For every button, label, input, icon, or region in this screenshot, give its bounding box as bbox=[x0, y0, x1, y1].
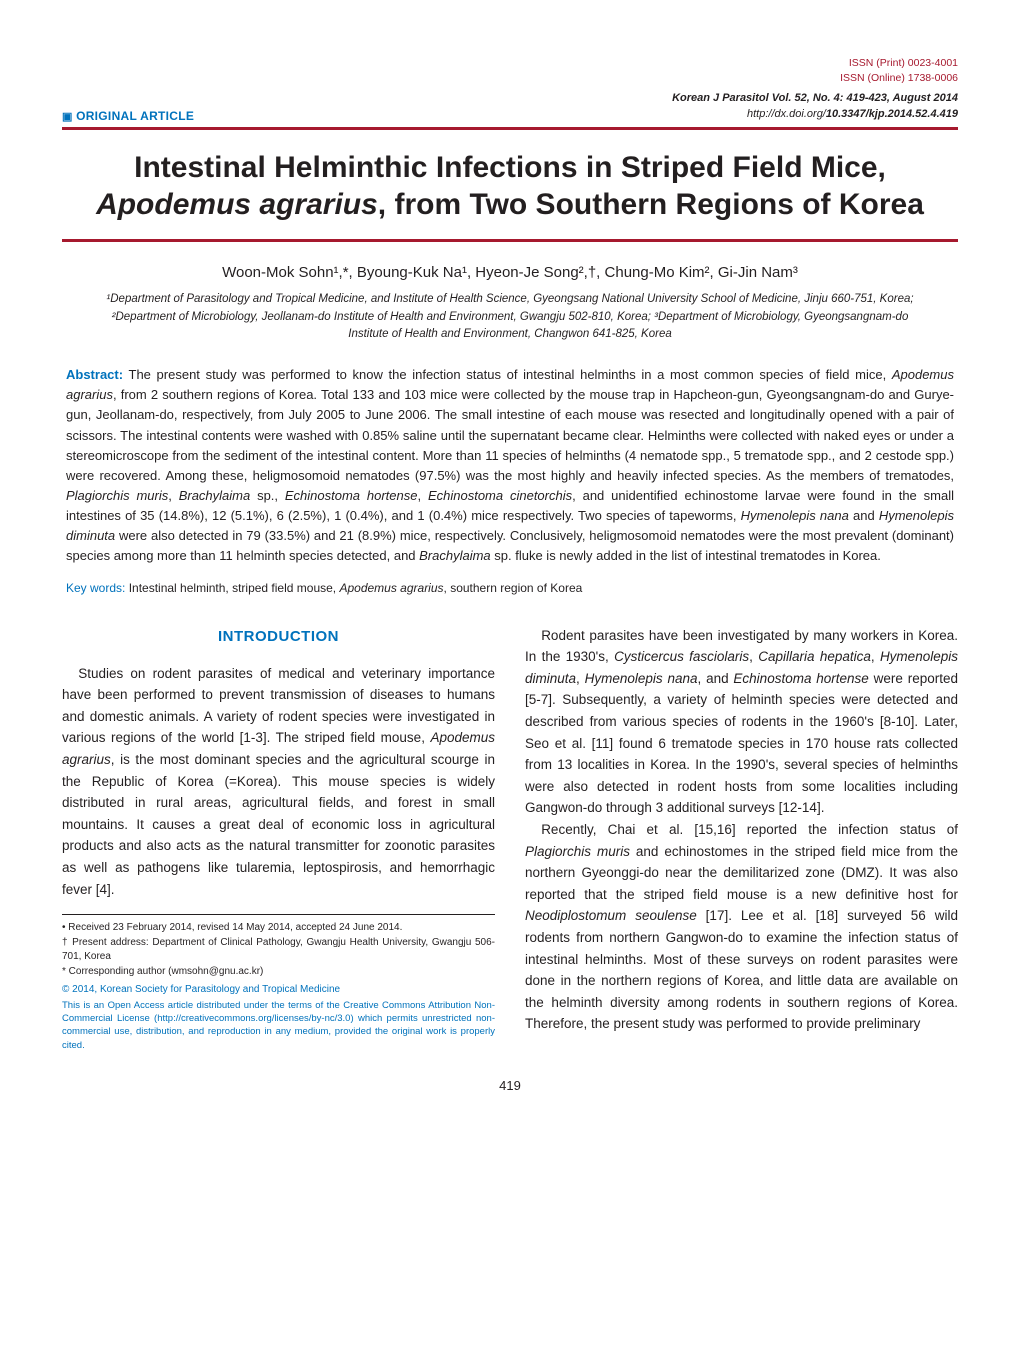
footnote-license: This is an Open Access article distribut… bbox=[62, 999, 495, 1052]
article-type-tag: ORIGINAL ARTICLE bbox=[62, 109, 194, 123]
intro-para-2: Rodent parasites have been investigated … bbox=[525, 625, 958, 819]
article-title: Intestinal Helminthic Infections in Stri… bbox=[62, 150, 958, 223]
doi-prefix: http://dx.doi.org/ bbox=[747, 108, 826, 120]
doi-line: http://dx.doi.org/10.3347/kjp.2014.52.4.… bbox=[672, 107, 958, 123]
keywords-italic: Apodemus agrarius bbox=[339, 581, 443, 595]
title-line2-rest: , from Two Southern Regions of Korea bbox=[378, 188, 924, 221]
title-italic: Apodemus agrarius bbox=[96, 188, 378, 221]
footnote-received: • Received 23 February 2014, revised 14 … bbox=[62, 921, 495, 936]
title-line1: Intestinal Helminthic Infections in Stri… bbox=[134, 151, 886, 184]
intro-para-1: Studies on rodent parasites of medical a… bbox=[62, 663, 495, 901]
abstract-label: Abstract: bbox=[66, 367, 123, 382]
footnote-separator bbox=[62, 914, 495, 915]
intro-para-3: Recently, Chai et al. [15,16] reported t… bbox=[525, 819, 958, 1035]
footnote-copyright: © 2014, Korean Society for Parasitology … bbox=[62, 983, 495, 998]
page-root: ISSN (Print) 0023-4001 ISSN (Online) 173… bbox=[0, 0, 1020, 1133]
header-row: ORIGINAL ARTICLE Korean J Parasitol Vol.… bbox=[62, 91, 958, 123]
rule-top bbox=[62, 127, 958, 130]
journal-citation: Korean J Parasitol Vol. 52, No. 4: 419-4… bbox=[672, 91, 958, 107]
section-heading-introduction: INTRODUCTION bbox=[62, 625, 495, 649]
footnote-corresponding: * Corresponding author (wmsohn@gnu.ac.kr… bbox=[62, 965, 495, 980]
affiliations: ¹Department of Parasitology and Tropical… bbox=[98, 291, 922, 343]
page-number: 419 bbox=[62, 1078, 958, 1093]
doi-value: 10.3347/kjp.2014.52.4.419 bbox=[826, 108, 958, 120]
footnote-present-address: † Present address: Department of Clinica… bbox=[62, 936, 495, 965]
right-column: Rodent parasites have been investigated … bbox=[525, 625, 958, 1052]
journal-meta: Korean J Parasitol Vol. 52, No. 4: 419-4… bbox=[672, 91, 958, 123]
left-column: INTRODUCTION Studies on rodent parasites… bbox=[62, 625, 495, 1052]
abstract: Abstract: The present study was performe… bbox=[66, 365, 954, 566]
keywords-tail: , southern region of Korea bbox=[444, 581, 583, 595]
abstract-body: The present study was performed to know … bbox=[66, 367, 954, 563]
keywords: Key words: Intestinal helminth, striped … bbox=[66, 581, 954, 595]
keywords-label: Key words: bbox=[66, 581, 125, 595]
body-columns: INTRODUCTION Studies on rodent parasites… bbox=[62, 625, 958, 1052]
keywords-text: Intestinal helminth, striped field mouse… bbox=[125, 581, 339, 595]
issn-online: ISSN (Online) 1738-0006 bbox=[62, 71, 958, 86]
footnotes: • Received 23 February 2014, revised 14 … bbox=[62, 921, 495, 1052]
issn-print: ISSN (Print) 0023-4001 bbox=[62, 56, 958, 71]
issn-block: ISSN (Print) 0023-4001 ISSN (Online) 173… bbox=[62, 56, 958, 85]
rule-under-title bbox=[62, 239, 958, 242]
authors: Woon-Mok Sohn¹,*, Byoung-Kuk Na¹, Hyeon-… bbox=[62, 264, 958, 281]
